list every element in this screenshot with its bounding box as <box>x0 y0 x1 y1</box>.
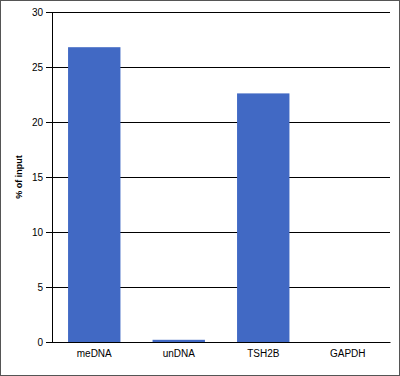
y-tick: 30 <box>32 7 52 18</box>
plot: 0 5 10 15 20 25 30 meDNA unDNA TSH2B GAPDH <box>32 7 391 359</box>
y-tick: 5 <box>37 282 52 293</box>
y-tick-mark <box>46 342 52 343</box>
y-axis-line <box>52 13 53 343</box>
y-tick: 25 <box>32 62 52 73</box>
x-tick-label: unDNA <box>163 348 196 359</box>
x-tick-label: GAPDH <box>330 348 366 359</box>
x-axis: meDNA unDNA TSH2B GAPDH <box>53 342 391 359</box>
y-tick-mark <box>46 287 52 288</box>
y-tick-mark <box>46 67 52 68</box>
bar <box>322 342 374 343</box>
y-axis-title: % of input <box>14 155 24 199</box>
bar <box>153 340 205 342</box>
y-tick: 0 <box>37 337 52 348</box>
chart: 0 5 10 15 20 25 30 meDNA unDNA TSH2B GAPDH % of inp… <box>0 0 400 376</box>
y-tick: 15 <box>32 172 52 183</box>
x-tick: meDNA <box>77 342 112 359</box>
x-axis-line <box>53 342 391 343</box>
bar <box>68 47 120 342</box>
x-tick-label: meDNA <box>77 348 112 359</box>
y-tick: 20 <box>32 117 52 128</box>
y-tick-mark <box>46 177 52 178</box>
grid <box>52 12 390 342</box>
y-tick-mark <box>46 12 52 13</box>
bars <box>68 47 289 342</box>
y-tick-label: 20 <box>32 117 44 128</box>
y-tick-label: 5 <box>37 282 43 293</box>
y-tick-mark <box>46 122 52 123</box>
x-tick: GAPDH <box>330 342 366 359</box>
x-tick: TSH2B <box>247 342 280 359</box>
y-axis: 0 5 10 15 20 25 30 <box>32 7 53 348</box>
y-tick-label: 15 <box>32 172 44 183</box>
bar <box>237 93 289 342</box>
chart-frame <box>1 1 400 376</box>
grid-line <box>52 12 390 13</box>
y-tick-label: 10 <box>32 227 44 238</box>
y-tick-label: 30 <box>32 7 44 18</box>
y-tick: 10 <box>32 227 52 238</box>
x-tick: unDNA <box>163 342 196 359</box>
y-tick-mark <box>46 232 52 233</box>
y-tick-label: 0 <box>37 337 43 348</box>
x-tick-label: TSH2B <box>247 348 280 359</box>
y-tick-label: 25 <box>32 62 44 73</box>
